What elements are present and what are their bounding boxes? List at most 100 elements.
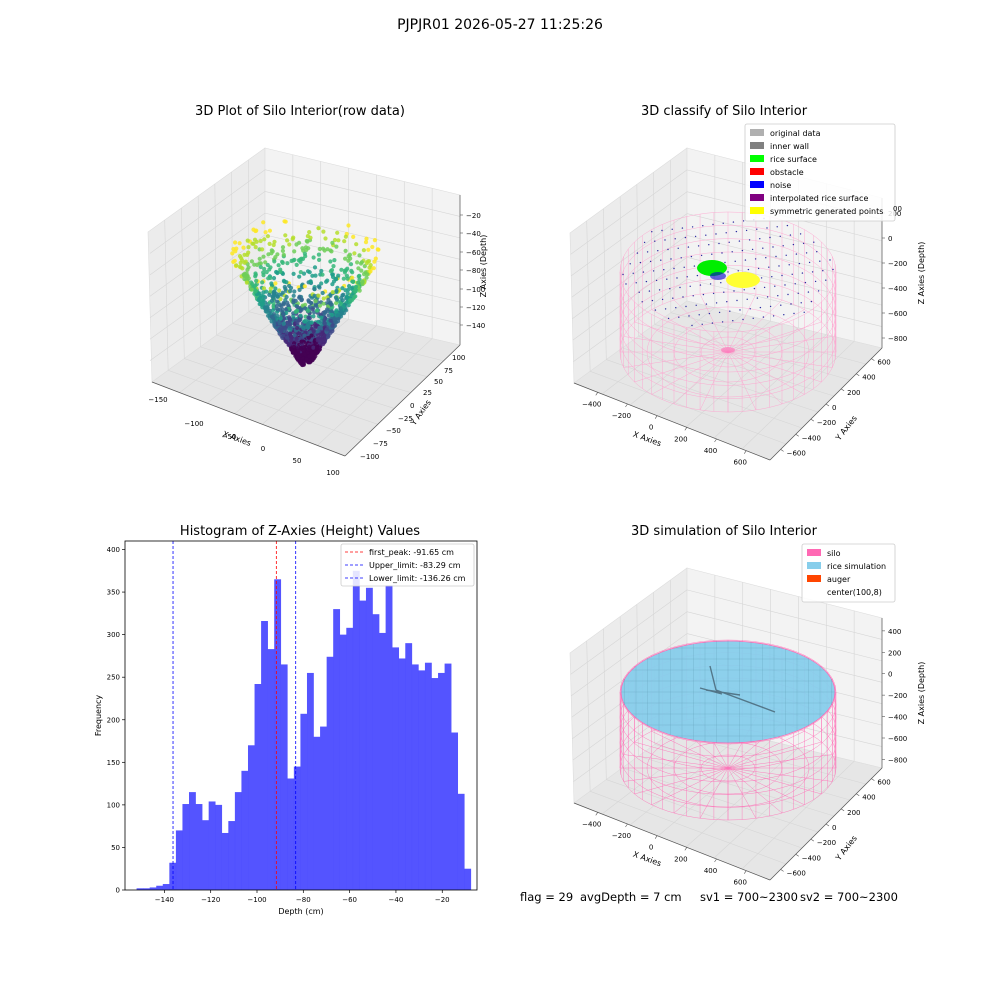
point-cloud-dot <box>288 331 293 336</box>
point-cloud-dot <box>309 320 314 325</box>
point-cloud-dot <box>267 310 272 316</box>
plot3-y-axis-label: Frequency <box>94 695 103 737</box>
grid-line <box>149 278 266 361</box>
point-cloud-dot <box>365 272 370 277</box>
plot4-y-tick-label: 0 <box>832 824 836 832</box>
surface-grid-dot <box>667 317 670 320</box>
point-cloud-dot <box>304 238 309 244</box>
point-cloud-dot <box>370 244 375 250</box>
plot4-z-tick-label: −400 <box>888 714 907 722</box>
surface-grid-dot <box>785 254 787 256</box>
point-cloud-dot <box>285 335 290 340</box>
surface-grid-dot <box>746 298 748 300</box>
point-cloud-dot <box>316 332 321 338</box>
plot4-legend-frame <box>801 543 896 603</box>
plot2-y-tick-mark <box>810 418 815 422</box>
point-cloud-dot <box>278 316 283 321</box>
surface-grid-dot <box>677 247 679 249</box>
point-cloud-dot <box>260 280 265 285</box>
point-cloud-dot <box>258 238 263 244</box>
surface-grid-dot <box>651 299 654 302</box>
point-cloud-dot <box>292 249 297 254</box>
point-cloud-dot <box>261 294 266 299</box>
surface-grid-dot <box>756 297 759 299</box>
point-cloud-dot <box>272 259 277 264</box>
point-cloud-dot <box>231 247 236 252</box>
plot4-y-tick-mark <box>795 854 799 857</box>
point-cloud-dot <box>280 290 285 295</box>
plot2-legend-swatch <box>750 207 764 214</box>
point-cloud-dot <box>275 313 280 318</box>
point-cloud-dot <box>294 336 299 341</box>
surface-grid-dot <box>718 242 720 245</box>
surface-grid-dot <box>744 259 747 261</box>
surface-grid-dot <box>639 261 642 264</box>
surface-grid-dot <box>778 265 780 267</box>
surface-grid-dot <box>749 308 751 310</box>
grid-line <box>214 183 217 336</box>
point-cloud-dot <box>358 261 364 266</box>
surface-grid-dot <box>695 304 697 306</box>
plot4-legend-swatch <box>807 575 821 582</box>
surface-grid-dot <box>771 276 773 278</box>
point-cloud-dot <box>319 281 324 286</box>
point-cloud-dot <box>278 297 283 302</box>
grid-line <box>264 212 461 260</box>
footer-sv1: sv1 = 700~2300 <box>700 890 798 904</box>
plot4-z-tick-label: 0 <box>888 671 892 679</box>
surface-grid-dot <box>691 324 693 327</box>
surface-grid-dot <box>791 273 793 275</box>
point-cloud-dot <box>240 258 245 263</box>
grid-line <box>570 589 688 675</box>
surface-grid-dot <box>661 298 664 301</box>
plot4-x-tick-label: 600 <box>734 879 747 887</box>
surface-grid-dot <box>674 238 676 240</box>
plot2-y-tick-mark <box>871 358 875 361</box>
point-cloud-dot <box>322 340 327 345</box>
point-cloud-dot <box>250 281 255 287</box>
point-cloud-dot <box>306 325 311 330</box>
point-cloud-dot <box>310 307 315 312</box>
plot2-legend-swatch <box>750 129 764 136</box>
grid-line <box>590 371 787 445</box>
silo-floor-ring <box>646 306 810 398</box>
point-cloud-dot <box>353 289 358 294</box>
point-cloud-dot <box>316 293 321 298</box>
point-cloud-dot <box>348 298 353 303</box>
surface-grid-dot <box>655 279 658 282</box>
point-cloud-dot <box>250 241 255 246</box>
surface-grid-dot <box>802 242 805 245</box>
plot1-y-tick-label: −75 <box>373 440 388 448</box>
point-cloud-dot <box>242 276 247 282</box>
point-cloud-dot <box>345 291 350 296</box>
point-cloud-dot <box>306 308 311 313</box>
point-cloud-dot <box>298 346 303 351</box>
point-cloud-dot <box>258 261 263 266</box>
point-cloud-dot <box>318 339 323 344</box>
plot1-z-tick-label: −60 <box>466 249 481 257</box>
surface-grid-dot <box>742 318 744 321</box>
histogram-bar <box>261 621 268 890</box>
grid-line <box>586 640 591 792</box>
point-cloud-dot <box>342 239 347 244</box>
surface-grid-dot <box>689 285 691 287</box>
plot3-y-tick-label: 350 <box>107 589 120 597</box>
point-cloud-dot <box>334 288 339 293</box>
surface-grid-dot <box>651 231 653 233</box>
surface-grid-dot <box>681 227 684 229</box>
surface-grid-dot <box>649 260 652 263</box>
surface-grid-dot <box>760 277 763 279</box>
plot4-x-tick-label: 0 <box>649 844 653 852</box>
plot4-axes: −400−20002004006006004002000−200−400−600… <box>569 543 926 887</box>
point-cloud-dot <box>334 297 339 302</box>
surface-grid-dot <box>776 226 778 228</box>
point-cloud-dot <box>347 252 352 257</box>
plot2-legend-label: inner wall <box>770 142 809 151</box>
point-cloud-dot <box>253 245 258 250</box>
surface-grid-dot <box>782 245 784 247</box>
point-cloud-dot <box>307 270 312 275</box>
surface-grid-dot <box>769 305 772 308</box>
surface-grid-dot <box>797 292 799 294</box>
histogram-bar <box>228 821 236 890</box>
point-cloud-dot <box>273 281 278 286</box>
